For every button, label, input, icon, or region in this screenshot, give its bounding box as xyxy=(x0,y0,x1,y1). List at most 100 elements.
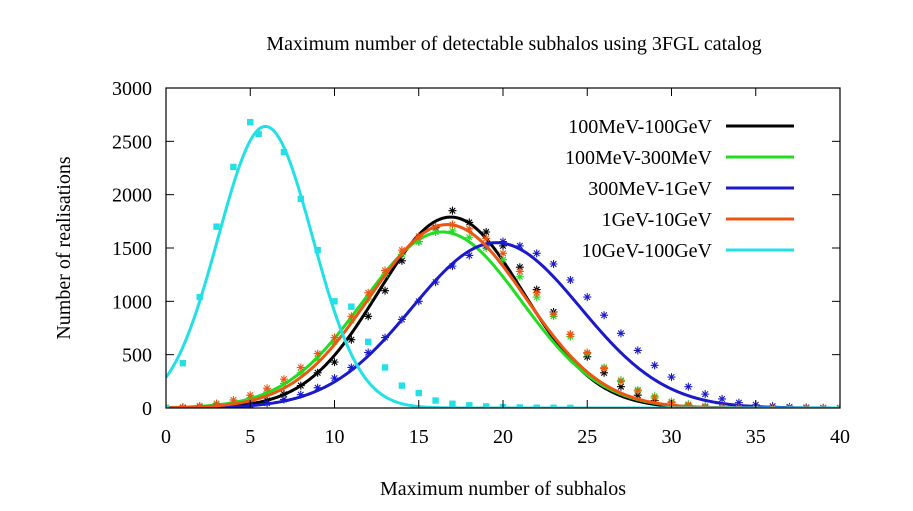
data-point xyxy=(515,267,524,276)
data-point xyxy=(448,262,457,271)
data-point xyxy=(549,310,558,319)
data-point xyxy=(313,383,322,392)
data-point xyxy=(279,375,288,384)
data-point xyxy=(330,374,339,383)
y-tick-label: 1000 xyxy=(112,291,152,313)
data-point xyxy=(516,404,524,408)
series-100MeV-100GeV xyxy=(166,206,840,408)
data-point xyxy=(365,338,372,346)
data-point xyxy=(432,397,439,404)
x-tick-label: 20 xyxy=(493,426,513,448)
data-point xyxy=(532,293,541,302)
data-point xyxy=(482,234,491,243)
y-axis-label: Number of realisations xyxy=(53,156,75,339)
data-point xyxy=(381,364,389,371)
data-point xyxy=(347,363,356,372)
data-point xyxy=(532,249,541,258)
x-tick-label: 5 xyxy=(245,426,255,448)
data-point xyxy=(213,223,220,230)
data-point xyxy=(650,393,659,402)
data-point xyxy=(415,389,422,397)
data-point xyxy=(296,390,305,399)
data-point xyxy=(255,130,262,138)
x-tick-label: 0 xyxy=(161,426,171,448)
data-point xyxy=(499,241,507,250)
x-tick-label: 30 xyxy=(662,426,682,448)
data-point xyxy=(515,263,524,272)
data-point xyxy=(449,400,456,407)
data-point xyxy=(280,148,288,156)
y-tick-label: 2000 xyxy=(112,185,152,207)
legend-label: 100MeV-300MeV xyxy=(565,147,713,169)
y-tick-label: 2500 xyxy=(112,131,152,153)
data-point xyxy=(246,391,255,400)
data-point xyxy=(567,404,574,408)
data-point xyxy=(600,364,609,373)
data-point xyxy=(229,396,238,404)
data-point xyxy=(381,266,390,275)
data-point xyxy=(633,346,642,355)
data-point xyxy=(179,360,187,367)
data-point xyxy=(364,288,373,297)
axes: 0 5 10 15 20 25 30 35 40 0 500 1000 1500 2000 2500 3000 xyxy=(112,78,850,448)
data-point xyxy=(448,206,457,215)
data-point xyxy=(684,382,693,391)
data-point xyxy=(499,255,507,264)
data-point xyxy=(482,403,490,408)
data-point xyxy=(465,251,474,260)
data-point xyxy=(279,395,288,404)
x-tick-label: 25 xyxy=(577,426,597,448)
legend-label: 100MeV-100GeV xyxy=(568,116,712,138)
x-tick-label: 10 xyxy=(325,426,345,448)
data-point xyxy=(482,228,491,236)
chart-title: Maximum number of detectable subhalos us… xyxy=(266,33,761,55)
legend-label: 300MeV-1GeV xyxy=(588,178,712,200)
y-tick-label: 3000 xyxy=(112,78,152,100)
data-point xyxy=(212,399,221,408)
data-point xyxy=(549,260,558,268)
data-point xyxy=(734,398,743,407)
fit-curve xyxy=(166,241,840,408)
data-point xyxy=(364,312,373,321)
data-point xyxy=(533,404,540,408)
data-point xyxy=(532,288,541,297)
data-point xyxy=(515,272,524,281)
data-point xyxy=(583,348,592,357)
y-tick-label: 1500 xyxy=(112,238,152,260)
data-point xyxy=(230,163,237,171)
data-point xyxy=(296,363,305,372)
data-point xyxy=(330,333,339,342)
data-point xyxy=(515,241,524,250)
data-point xyxy=(263,384,272,393)
y-tick-label: 500 xyxy=(122,345,152,367)
data-point xyxy=(466,402,473,408)
data-point xyxy=(616,377,625,386)
x-axis-label: Maximum number of subhalos xyxy=(380,478,626,500)
data-point xyxy=(348,303,355,310)
data-point xyxy=(499,249,507,258)
data-point xyxy=(600,311,609,320)
data-point xyxy=(633,386,642,395)
legend-label: 10GeV-100GeV xyxy=(582,240,713,262)
data-point xyxy=(718,394,727,403)
data-point xyxy=(347,312,356,321)
data-point xyxy=(616,329,625,338)
data-point xyxy=(600,368,609,377)
data-point xyxy=(465,233,474,242)
data-point xyxy=(667,373,676,382)
data-point xyxy=(583,293,592,302)
data-point xyxy=(247,118,254,126)
data-point xyxy=(347,335,356,344)
data-point xyxy=(364,348,373,357)
legend-label: 1GeV-10GeV xyxy=(602,209,713,231)
data-point xyxy=(397,256,406,265)
y-tick-label: 0 xyxy=(142,398,152,420)
data-point xyxy=(448,226,457,235)
data-point xyxy=(566,276,575,284)
data-point xyxy=(381,286,390,295)
data-point xyxy=(414,237,423,246)
data-point xyxy=(330,358,339,367)
data-point xyxy=(499,237,507,246)
x-tick-label: 40 xyxy=(830,426,850,448)
